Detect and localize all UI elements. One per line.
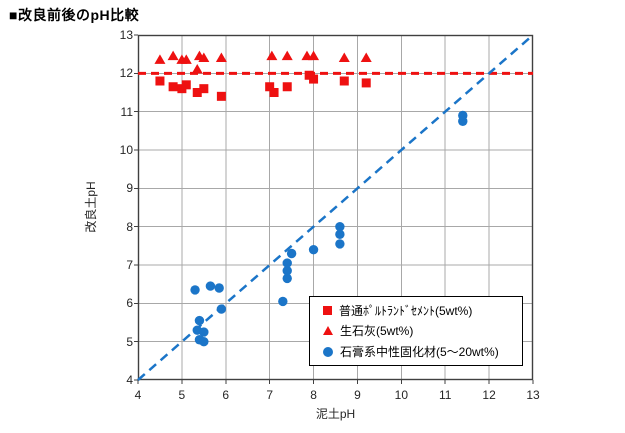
data-point-square [282,82,292,92]
data-point-circle [282,258,292,268]
data-point-circle [458,110,468,121]
data-point-circle [286,248,297,259]
plot-area [134,34,534,384]
data-point-square [216,91,226,101]
legend-label: 普通ﾎﾟﾙﾄﾗﾝﾄﾞｾﾒﾝﾄ(5wt%) [339,303,473,318]
y-axis-title: 改良土pH [84,181,98,233]
y-tick-label: 9 [126,181,133,196]
y-tick-label: 8 [126,219,133,234]
data-point-triangle [191,64,203,74]
data-point-circle [199,336,209,347]
data-point-triangle [215,52,227,62]
data-point-square [265,82,275,92]
data-point-circle [335,229,345,240]
x-tick-label: 13 [526,388,540,402]
y-tick-label: 7 [126,258,133,272]
data-point-triangle [281,50,293,61]
data-point-circle [194,315,205,326]
data-point-square [361,78,371,88]
data-point-triangle [180,54,192,64]
y-tick-label: 10 [119,143,133,157]
x-tick-label: 12 [482,388,496,402]
y-tick-label: 6 [126,296,133,311]
x-tick-label: 8 [310,388,317,402]
data-point-square [168,82,178,92]
data-point-circle [282,273,292,284]
legend-item-cement: 普通ﾎﾟﾙﾄﾗﾝﾄﾞｾﾒﾝﾄ(5wt%) [323,302,522,319]
data-point-square [155,76,165,86]
x-axis-title: 泥土pH [315,407,356,421]
x-tick-label: 10 [394,388,409,402]
y-tick-label: 4 [126,373,133,387]
data-point-square [339,76,349,86]
data-point-circle [335,221,345,232]
data-point-square [181,80,191,90]
y-tick-label: 11 [120,104,133,119]
data-point-circle [214,283,224,293]
scatter-plot-canvas [134,34,534,384]
data-point-square [199,84,209,94]
x-tick-label: 6 [222,388,230,402]
data-point-triangle [360,52,372,62]
y-tick-label: 5 [126,334,133,349]
data-point-triangle [167,50,179,61]
data-point-triangle [338,52,350,62]
red-triangle-marker-icon [323,326,333,336]
data-point-circle [278,296,288,307]
data-point-circle [190,285,200,295]
legend-label: 石膏系中性固化材(5～20wt%) [340,345,499,360]
data-point-square [192,88,202,97]
data-point-circle [216,304,227,314]
data-point-triangle [198,52,210,62]
data-point-circle [308,244,319,255]
data-point-triangle [308,50,320,61]
blue-circle-marker-icon [323,346,333,357]
data-point-circle [282,266,292,276]
red-square-marker-icon [323,305,332,315]
x-tick-label: 9 [354,388,361,402]
data-point-square [309,74,319,84]
legend-item-gypsum: 石膏系中性固化材(5～20wt%) [323,343,522,360]
data-point-triangle [154,54,166,64]
x-tick-label: 4 [134,388,142,402]
legend-item-quicklime: 生石灰(5wt%) [323,322,522,339]
plot-border [137,34,534,381]
data-point-square [269,88,279,97]
data-point-triangle [266,50,278,61]
x-tick-label: 5 [178,388,186,402]
data-point-circle [205,281,216,291]
x-tick-label: 7 [266,388,273,402]
y-tick-label: 13 [119,28,133,42]
x-tick-label: 11 [438,388,452,402]
legend-label: 生石灰(5wt%) [340,324,414,339]
data-point-circle [199,327,209,337]
reference-line-diagonal [137,34,534,381]
y-tick-label: 12 [119,66,133,81]
data-point-circle [335,239,345,249]
legend: 普通ﾎﾟﾙﾄﾗﾝﾄﾞｾﾒﾝﾄ(5wt%) 生石灰(5wt%) 石膏系中性固化材(… [309,296,523,366]
chart-title: ■改良前後のpH比較 [9,7,140,23]
